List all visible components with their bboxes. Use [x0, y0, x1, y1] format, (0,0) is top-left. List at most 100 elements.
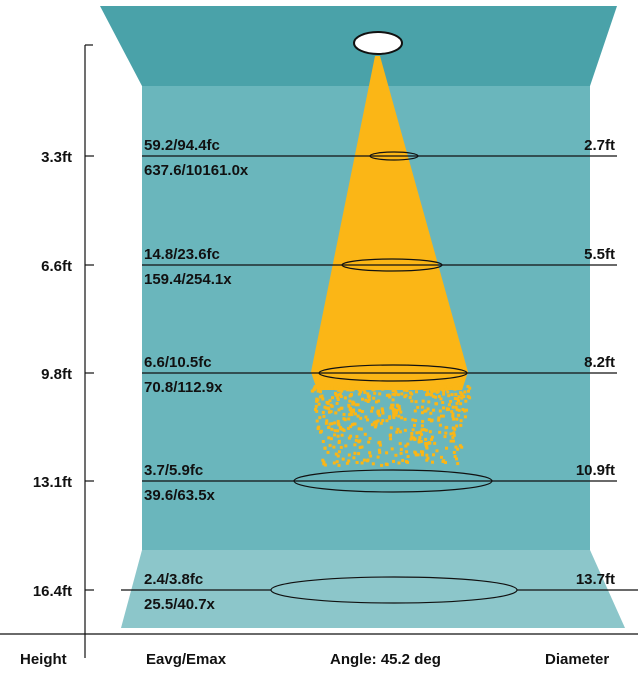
beam-speckle-dot [397, 461, 401, 465]
beam-speckle-dot [414, 419, 418, 423]
beam-speckle-dot [426, 386, 430, 390]
beam-speckle-dot [452, 433, 456, 437]
beam-speckle-dot [353, 443, 357, 447]
beam-speckle-dot [325, 419, 329, 423]
beam-speckle-dot [454, 392, 458, 396]
illuminance-label: 3.7/5.9fc [144, 462, 203, 479]
beam-speckle-dot [332, 445, 336, 449]
beam-speckle-dot [424, 437, 428, 441]
beam-speckle-dot [346, 426, 350, 430]
beam-speckle-dot [402, 385, 406, 388]
beam-speckle-dot [442, 406, 445, 410]
beam-speckle-dot [347, 417, 351, 421]
beam-speckle-dot [378, 450, 382, 454]
beam-speckle-dot [459, 391, 463, 395]
beam-speckle-dot [391, 392, 395, 396]
beam-speckle-dot [444, 461, 447, 464]
beam-speckle-dot [451, 385, 455, 389]
beam-speckle-dot [414, 453, 418, 457]
beam-speckle-dot [390, 403, 394, 407]
beam-speckle-dot [360, 445, 364, 449]
beam-speckle-dot [428, 386, 432, 390]
beam-speckle-dot [348, 408, 352, 411]
beam-speckle-dot [428, 441, 432, 445]
beam-speckle-dot [329, 410, 333, 414]
beam-speckle-dot [432, 453, 435, 457]
beam-speckle-dot [422, 428, 426, 432]
beam-speckle-dot [360, 410, 364, 413]
beam-speckle-dot [423, 388, 427, 392]
beam-speckle-dot [452, 431, 456, 435]
beam-speckle-dot [442, 459, 446, 463]
beam-speckle-dot [424, 442, 428, 445]
beam-speckle-dot [449, 432, 453, 436]
beam-speckle-dot [327, 436, 331, 440]
beam-speckle-dot [399, 410, 403, 414]
beam-speckle-dot [372, 396, 376, 400]
beam-speckle-dot [438, 430, 442, 434]
beam-speckle-dot [354, 403, 358, 407]
beam-speckle-dot [314, 408, 317, 411]
beam-speckle-dot [413, 423, 416, 427]
beam-speckle-dot [432, 389, 436, 393]
beam-speckle-dot [359, 416, 363, 420]
measurement-row: 13.1ft 3.7/5.9fc 39.6/63.5x 10.9ft [33, 462, 617, 504]
beam-speckle-dot [392, 411, 396, 415]
beam-speckle-dot [451, 435, 455, 439]
measurement-row: 9.8ft 6.6/10.5fc 70.8/112.9x 8.2ft [41, 354, 617, 396]
illuminance-label: 14.8/23.6fc [144, 246, 220, 263]
beam-speckle-dot [393, 388, 397, 392]
beam-speckle-dot [337, 388, 341, 392]
beam-speckle-dot [459, 402, 463, 406]
beam-speckle-dot [449, 387, 453, 390]
beam-speckle-dot [330, 404, 334, 408]
beam-speckle-dot [432, 408, 435, 412]
beam-speckle-dot [430, 435, 434, 439]
beam-speckle-dot [394, 453, 398, 457]
beam-speckle-dot [416, 405, 420, 409]
beam-speckle-dot [320, 394, 324, 398]
beam-speckle-dot [396, 427, 400, 431]
beam-speckle-dot [452, 417, 456, 421]
beam-speckle-dot [342, 412, 346, 416]
beam-speckle-dot [420, 453, 424, 457]
beam-speckle-dot [426, 407, 430, 411]
beam-speckle-dot [420, 432, 423, 436]
beam-speckle-dot [463, 415, 467, 419]
beam-speckle-dot [409, 437, 413, 441]
beam-speckle-dot [378, 392, 382, 396]
beam-speckle-dot [389, 437, 392, 441]
beam-speckle-dot [429, 411, 433, 415]
beam-speckle-dot [349, 411, 353, 415]
beam-speckle-dot [414, 400, 418, 404]
beam-speckle-dot [443, 435, 447, 439]
beam-speckle-dot [353, 451, 357, 455]
beam-speckle-dot [352, 408, 355, 412]
beam-speckle-dot [461, 408, 465, 411]
beam-speckle-dot [391, 409, 395, 413]
beam-speckle-dot [381, 408, 384, 412]
beam-speckle-dot [399, 448, 403, 452]
beam-speckle-dot [446, 390, 450, 394]
beam-speckle-dot [322, 414, 326, 418]
beam-speckle-dot [361, 397, 364, 401]
beam-speckle-dot [392, 459, 395, 463]
beam-speckle-dot [420, 424, 424, 428]
beam-speckle-dot [403, 428, 407, 432]
beam-speckle-dot [388, 434, 392, 437]
beam-speckle-dot [377, 448, 381, 452]
beam-speckle-dot [440, 455, 443, 459]
beam-speckle-dot [371, 462, 375, 466]
beam-speckle-dot [333, 429, 337, 433]
beam-speckle-dot [367, 398, 371, 402]
illuminance-label: 2.4/3.8fc [144, 571, 203, 588]
beam-speckle-dot [462, 395, 466, 398]
beam-speckle-dot [418, 385, 422, 388]
beam-speckle-dot [437, 416, 441, 420]
beam-speckle-dot [358, 408, 362, 412]
beam-speckle-dot [411, 418, 415, 422]
beam-speckle-dot [404, 393, 408, 397]
beam-speckle-dot [398, 430, 402, 434]
beam-speckle-dot [346, 388, 350, 392]
